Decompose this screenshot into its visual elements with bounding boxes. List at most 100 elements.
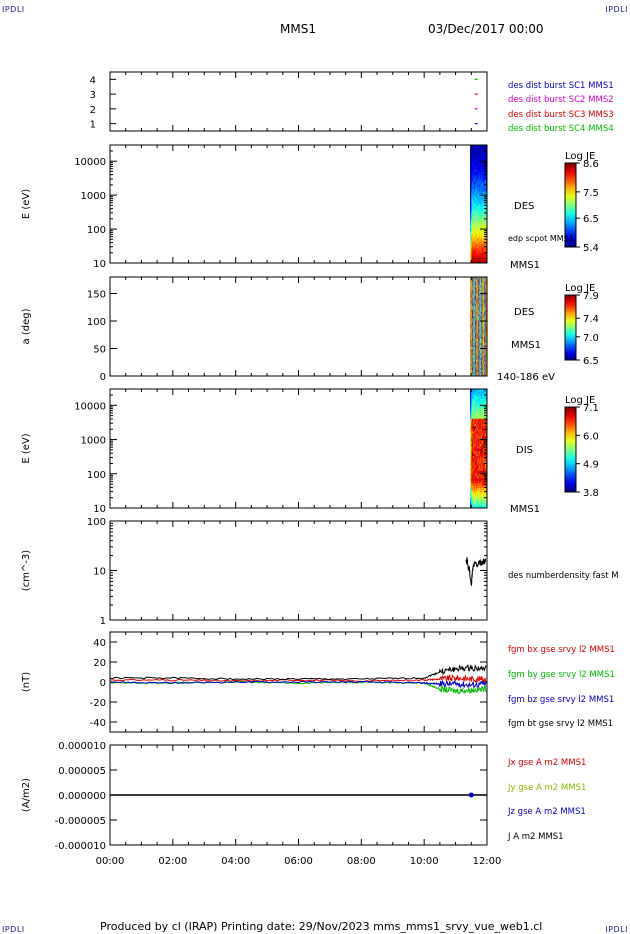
- panel-frame: [109, 388, 488, 509]
- legend-entry: Jz gse A m2 MMS1: [507, 807, 586, 817]
- panel-frame: [109, 276, 488, 377]
- side-label: MMS1: [510, 260, 540, 271]
- colorbar-tick-label: 6.0: [583, 431, 599, 442]
- corner-mark-bottom-left: IPDLI: [2, 925, 25, 934]
- y-tick-label: 1000: [81, 191, 106, 202]
- legend-entry: des numberdensity fast M: [508, 571, 619, 581]
- colorbar-tick-label: 7.0: [583, 333, 599, 344]
- colorbar-title: Log JE: [565, 283, 595, 294]
- y-tick-label: 20: [93, 658, 106, 669]
- panel-frame: [109, 71, 488, 132]
- corner-mark-top-right: IPDLI: [605, 5, 628, 14]
- series-line: [109, 664, 487, 681]
- header-datetime: 03/Dec/2017 00:00: [428, 22, 544, 36]
- y-axis-label: (cm^-3): [21, 550, 32, 591]
- series-line: [109, 673, 487, 683]
- y-tick-label: 0.000005: [58, 766, 106, 777]
- legend-entry: J A m2 MMS1: [507, 832, 564, 842]
- y-tick-label: 2: [90, 105, 96, 116]
- legend-entry: fgm bx gse srvy l2 MMS1: [508, 645, 615, 655]
- data-point: [468, 792, 474, 798]
- y-tick-label: 40: [93, 638, 106, 649]
- colorbar-tick-label: 7.5: [583, 188, 599, 199]
- y-tick-label: 0: [100, 372, 106, 383]
- y-axis-label: E (eV): [21, 433, 32, 463]
- y-tick-label: -0.000010: [55, 841, 106, 852]
- corner-mark-top-left: IPDLI: [2, 5, 25, 14]
- y-tick-label: 0: [100, 678, 106, 689]
- legend-entry: des dist burst SC2 MMS2: [508, 95, 614, 105]
- legend-entry: Jx gse A m2 MMS1: [507, 758, 586, 768]
- x-tick-label: 12:00: [473, 856, 502, 867]
- colorbar-tick-label: 6.5: [583, 214, 599, 225]
- y-tick-label: 10: [93, 567, 106, 578]
- side-label: DES: [514, 201, 534, 212]
- y-tick-label: 4: [90, 75, 96, 86]
- y-axis-label: (nT): [21, 672, 32, 692]
- x-tick-label: 00:00: [96, 856, 125, 867]
- y-tick-label: -40: [90, 718, 106, 729]
- x-tick-label: 04:00: [221, 856, 250, 867]
- legend-entry: des dist burst SC4 MMS4: [508, 124, 614, 134]
- y-axis-label: (A/m2): [21, 778, 32, 812]
- side-label: DIS: [516, 445, 533, 456]
- legend-entry: fgm by gse srvy l2 MMS1: [508, 670, 615, 680]
- colorbar: [564, 406, 577, 493]
- x-tick-label: 06:00: [284, 856, 313, 867]
- y-tick-label: 0.000010: [58, 741, 106, 752]
- y-tick-label: 1000: [81, 436, 106, 447]
- side-label: MMS1: [511, 340, 541, 351]
- series-line: [109, 679, 487, 690]
- colorbar-title: Log JE: [565, 395, 595, 406]
- legend-entry: Jy gse A m2 MMS1: [507, 783, 586, 793]
- colorbar-tick-label: 7.4: [583, 314, 599, 325]
- y-tick-label: 100: [87, 470, 106, 481]
- colorbar-tick-label: 8.6: [583, 159, 599, 170]
- side-label: DES: [514, 307, 534, 318]
- y-tick-label: 100: [87, 225, 106, 236]
- y-tick-label: 10: [93, 504, 106, 515]
- legend-entry: fgm bz gse srvy l2 MMS1: [508, 695, 614, 705]
- y-tick-label: 100: [87, 517, 106, 528]
- series-line: [465, 557, 487, 586]
- y-tick-label: 100: [87, 317, 106, 328]
- y-tick-label: 10000: [74, 157, 106, 168]
- colorbar-tick-label: 7.1: [583, 403, 599, 414]
- colorbar: [564, 162, 577, 248]
- y-tick-label: 1: [100, 616, 106, 627]
- colorbar-tick-label: 4.9: [583, 460, 599, 471]
- footer-text: Produced by cl (IRAP) Printing date: 29/…: [100, 920, 543, 933]
- colorbar-tick-label: 7.9: [583, 291, 599, 302]
- y-tick-label: 150: [87, 290, 106, 301]
- y-axis-label: a (deg): [21, 308, 32, 344]
- y-tick-label: 50: [93, 345, 106, 356]
- y-tick-label: -20: [90, 698, 106, 709]
- x-tick-label: 02:00: [158, 856, 187, 867]
- plot-area: 1 2 3 4 des dist burst SC1 MMS1 des dist burs…: [21, 71, 619, 867]
- y-tick-label: -0.000005: [55, 816, 106, 827]
- y-tick-label: 1: [90, 120, 96, 131]
- corner-mark-bottom-right: IPDLI: [605, 925, 628, 934]
- header-spacecraft: MMS1: [280, 22, 316, 36]
- x-tick-label: 08:00: [347, 856, 376, 867]
- side-label: MMS1: [510, 504, 540, 515]
- spectrogram-des: [470, 145, 488, 264]
- y-tick-label: 10000: [74, 401, 106, 412]
- y-tick-label: 10: [93, 259, 106, 270]
- side-label: edp scpot MMS1: [508, 234, 574, 243]
- x-tick-label: 10:00: [410, 856, 439, 867]
- legend-entry: des dist burst SC1 MMS1: [508, 81, 614, 91]
- y-axis-label: E (eV): [21, 189, 32, 219]
- spectrogram-pa: [470, 277, 488, 377]
- colorbar-tick-label: 5.4: [583, 243, 599, 254]
- panel-frame: [109, 520, 488, 621]
- side-label: 140-186 eV: [497, 372, 555, 383]
- legend-entry: fgm bt gse srvy l2 MMS1: [508, 719, 613, 729]
- y-tick-label: 0.000000: [58, 791, 106, 802]
- colorbar-tick-label: 6.5: [583, 356, 599, 367]
- colorbar-tick-label: 3.8: [583, 488, 599, 499]
- legend-entry: des dist burst SC3 MMS3: [508, 110, 614, 120]
- colorbar-title: Log JE: [565, 151, 595, 162]
- y-tick-label: 3: [90, 90, 96, 101]
- panel-frame: [109, 144, 488, 264]
